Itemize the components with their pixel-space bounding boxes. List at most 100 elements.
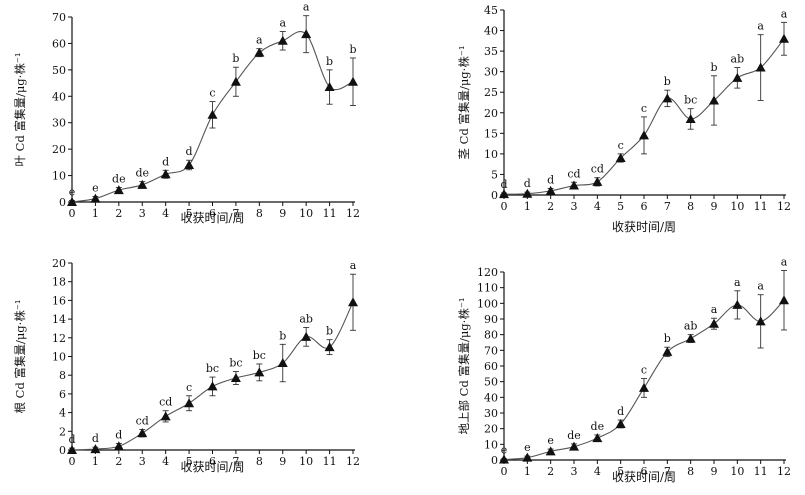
data-point-triangle [348,76,358,86]
y-tick-label: 8 [59,369,66,382]
significance-letter: b [326,55,333,68]
x-tick-label: 12 [346,207,360,220]
x-tick-label: 9 [279,207,286,220]
y-axis-label: 茎 Cd 富集量/μg·株⁻¹ [457,45,471,159]
x-tick-label: 11 [754,465,768,478]
x-tick-label: 11 [323,455,337,468]
significance-letter: de [112,172,126,185]
y-tick-label: 30 [484,66,498,79]
significance-letter: a [279,17,286,30]
data-point-triangle [662,93,673,103]
x-tick-label: 7 [232,207,239,220]
x-tick-label: 5 [186,455,193,468]
data-point-triangle [160,411,171,421]
x-tick-label: 3 [571,465,578,478]
x-tick-label: 8 [256,455,263,468]
x-tick-label: 10 [299,455,313,468]
x-tick-label: 7 [232,455,239,468]
x-tick-label: 2 [547,465,554,478]
significance-letter: e [92,181,99,194]
x-tick-label: 1 [524,465,531,478]
data-point-triangle [207,381,218,391]
data-point-triangle [499,454,509,464]
y-tick-label: 2 [59,425,66,438]
y-tick-label: 18 [52,276,66,289]
x-tick-label: 8 [256,207,263,220]
x-tick-label: 6 [209,207,216,220]
y-tick-label: 60 [52,37,66,50]
x-tick-label: 4 [162,207,169,220]
significance-letter: c [209,87,215,100]
x-tick-label: 0 [69,455,76,468]
x-tick-label: 0 [69,207,76,220]
y-tick-label: 80 [484,329,498,342]
x-axis-label: 收获时间/周 [180,460,244,474]
data-point-triangle [324,82,335,92]
data-point-triangle [230,76,241,86]
data-point-triangle [113,441,124,451]
y-tick-label: 120 [477,266,498,279]
data-point-triangle [277,358,288,368]
y-tick-label: 4 [59,407,66,420]
significance-letter: ab [299,313,313,326]
significance-letter: c [641,102,647,115]
x-tick-label: 12 [777,200,791,213]
data-point-triangle [90,444,101,454]
x-tick-label: 6 [209,455,216,468]
data-point-triangle [324,342,335,352]
data-point-triangle [685,113,696,123]
y-tick-label: 0 [491,189,498,202]
significance-letter: cd [591,163,604,176]
data-point-triangle [755,316,766,326]
y-tick-label: 10 [484,438,498,451]
y-axis-label: 叶 Cd 富集量/μg·株⁻¹ [13,52,27,166]
y-tick-label: 110 [477,282,498,295]
significance-letter: e [524,441,531,454]
x-tick-label: 10 [299,207,313,220]
data-point-triangle [254,367,265,377]
x-tick-label: 7 [664,200,671,213]
x-tick-label: 6 [641,465,648,478]
y-tick-label: 20 [484,423,498,436]
data-point-triangle [184,160,195,169]
y-tick-label: 10 [52,351,66,364]
y-axis-label: 根 Cd 富集量/μg·株⁻¹ [13,299,27,413]
data-point-triangle [137,428,148,438]
x-tick-label: 11 [323,207,337,220]
y-tick-label: 12 [52,332,66,345]
significance-letter: d [500,178,507,191]
x-tick-label: 9 [711,465,718,478]
data-point-triangle [709,95,719,105]
x-tick-label: 2 [115,455,122,468]
data-point-triangle [184,398,195,408]
y-tick-label: 50 [52,64,66,77]
y-tick-label: 70 [52,11,66,24]
y-tick-label: 6 [59,388,66,401]
x-tick-label: 5 [617,200,624,213]
significance-letter: ab [684,320,698,333]
y-tick-label: 25 [484,86,498,99]
x-tick-label: 5 [186,207,193,220]
y-tick-label: 10 [484,148,498,161]
significance-letter: a [303,1,310,14]
data-point-triangle [545,446,556,456]
y-tick-label: 70 [484,344,498,357]
y-tick-label: 5 [491,168,498,181]
significance-letter: b [664,332,671,345]
y-tick-label: 20 [52,143,66,156]
x-tick-label: 3 [139,207,146,220]
significance-letter: bc [229,356,242,369]
significance-letter: de [135,167,149,180]
significance-letter: d [547,173,554,186]
data-point-triangle [779,295,789,305]
y-tick-label: 50 [484,376,498,389]
y-tick-label: 0 [59,444,66,457]
x-tick-label: 3 [571,200,578,213]
data-point-triangle [90,193,101,203]
data-point-triangle [592,176,603,186]
data-point-triangle [301,331,312,341]
